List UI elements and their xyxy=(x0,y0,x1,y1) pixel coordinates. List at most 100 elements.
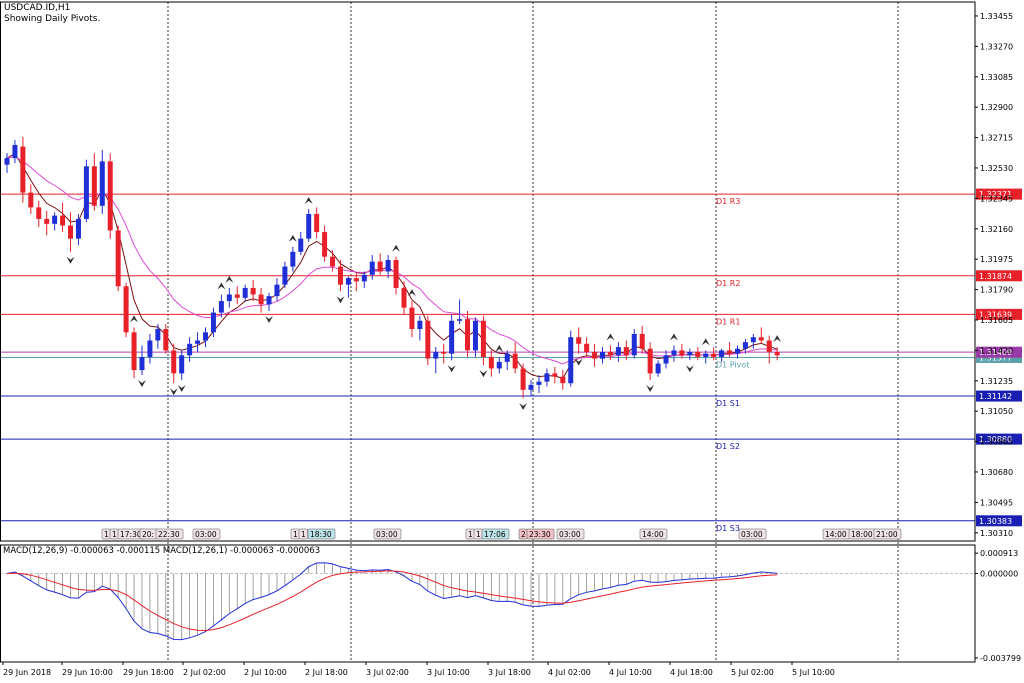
pivot-price-label: 1.31142 xyxy=(979,392,1012,401)
chart-symbol-title: USDCAD.ID,H1 xyxy=(4,3,71,13)
candle-body xyxy=(457,319,463,321)
session-tag-label: 1 xyxy=(104,530,109,539)
candle-body xyxy=(417,320,423,330)
macd-tick-label: -0.003799 xyxy=(980,654,1021,663)
pivot-price-box xyxy=(976,390,1022,402)
session-tag-box xyxy=(298,528,308,540)
candle-body xyxy=(163,329,169,351)
fractal-up-icon xyxy=(773,335,782,343)
candle-body xyxy=(226,294,232,302)
candle-body xyxy=(472,320,478,351)
candle-body xyxy=(655,363,661,374)
candle-body xyxy=(75,218,81,239)
candle-body xyxy=(298,238,304,252)
candle-body xyxy=(99,161,105,206)
fractal-up-icon xyxy=(225,275,234,283)
current-price-box xyxy=(976,346,1022,358)
candle-body xyxy=(242,287,248,298)
time-tick-label: 3 Jul 18:00 xyxy=(488,668,531,677)
candle-body xyxy=(115,230,121,287)
ma-slow-line xyxy=(6,155,778,365)
fractal-up-icon xyxy=(701,338,710,346)
price-tick-label: 1.32345 xyxy=(980,194,1013,203)
candle-body xyxy=(195,340,201,344)
price-tick-label: 1.30680 xyxy=(980,468,1013,477)
pivot-price-label: 1.32371 xyxy=(979,190,1012,199)
time-tick-label: 4 Jul 10:00 xyxy=(609,668,652,677)
fractal-down-icon xyxy=(447,365,456,373)
candle-body xyxy=(584,343,590,353)
time-tick-label: 29 Jun 10:00 xyxy=(62,668,113,677)
candle-body xyxy=(615,347,621,356)
session-tag-label: 1 xyxy=(301,530,306,539)
session-tag-label: 20: xyxy=(142,530,154,539)
fractal-down-icon xyxy=(265,315,274,323)
session-tag-box xyxy=(192,528,221,540)
session-tag-label: 03:00 xyxy=(741,530,763,539)
candle-body xyxy=(719,350,725,357)
time-tick-label: 4 Jul 02:00 xyxy=(548,668,591,677)
price-tick-label: 1.32160 xyxy=(980,225,1013,234)
price-tick-label: 1.31420 xyxy=(980,346,1013,355)
price-axis: 1.33455 1.33270 1.33085 1.32900 1.32715 1.325… xyxy=(0,1,1013,663)
candle-body xyxy=(234,294,240,298)
candle-body xyxy=(218,301,224,313)
price-tick-label: 1.32715 xyxy=(980,134,1013,143)
time-tick-label: 2 Jul 10:00 xyxy=(244,668,287,677)
pivot-price-box xyxy=(976,433,1022,445)
candle-body xyxy=(639,333,645,349)
price-tick-label: 1.30310 xyxy=(980,529,1013,538)
candle-body xyxy=(623,347,629,356)
fractal-up-icon xyxy=(217,282,226,290)
time-axis: 29 Jun 2018 29 Jun 10:00 29 Jun 18:00 2 Jul… xyxy=(2,662,835,677)
candle-body xyxy=(314,213,320,233)
price-tick-label: 1.33085 xyxy=(980,73,1013,82)
session-tag-box xyxy=(481,528,510,540)
macd-panel: 0.000913 0.000000 -0.003799 xyxy=(0,549,1021,663)
fractal-down-icon xyxy=(137,380,146,388)
candle-body xyxy=(369,261,375,275)
session-tag-label: 03:00 xyxy=(195,530,217,539)
candle-body xyxy=(171,350,177,374)
price-tick-label: 1.30495 xyxy=(980,498,1013,507)
session-tag-box xyxy=(307,528,336,540)
candle-body xyxy=(306,213,312,239)
pivot-price-box xyxy=(976,308,1022,320)
price-tick-label: 1.30865 xyxy=(980,438,1013,447)
session-tag-label: 18:00 xyxy=(851,530,873,539)
candle-body xyxy=(695,352,701,357)
candle-body xyxy=(91,166,97,206)
price-tick-label: 1.33270 xyxy=(980,42,1013,51)
macd-tick-label: 0.000913 xyxy=(980,549,1018,558)
fractal-down-icon xyxy=(519,403,528,411)
candle-body xyxy=(568,337,574,384)
macd-signal-line xyxy=(6,570,778,632)
pivot-level-name: D1 S1 xyxy=(716,399,740,408)
session-tag-label: 1 xyxy=(468,530,473,539)
session-tag-box xyxy=(873,528,902,540)
candle-body xyxy=(337,266,343,285)
session-tag-label: 22:30 xyxy=(158,530,180,539)
fractal-up-icon xyxy=(130,315,139,323)
candle-body xyxy=(600,352,605,359)
session-tag-box xyxy=(155,528,184,540)
pivot-levels: D1 R3 1.32371 D1 R2 1.31874 D1 R1 1.31639 D1 P… xyxy=(0,188,1022,533)
pivot-price-label: 1.30880 xyxy=(979,435,1012,444)
candle-body xyxy=(679,350,685,356)
candle-body xyxy=(52,215,58,224)
candle-body xyxy=(647,348,653,374)
candle-body xyxy=(139,356,145,371)
candle-body xyxy=(592,352,598,359)
candle-body xyxy=(552,373,558,377)
candle-body xyxy=(520,368,526,390)
candle-body xyxy=(147,340,153,357)
candle-body xyxy=(377,261,383,272)
fractal-up-icon xyxy=(288,234,297,242)
candle-body xyxy=(4,158,10,165)
session-tag-label: 1 xyxy=(476,530,481,539)
candle-body xyxy=(607,352,613,356)
candle-body xyxy=(734,348,740,354)
candle-body xyxy=(258,294,264,305)
price-tick-label: 1.31790 xyxy=(980,286,1013,295)
